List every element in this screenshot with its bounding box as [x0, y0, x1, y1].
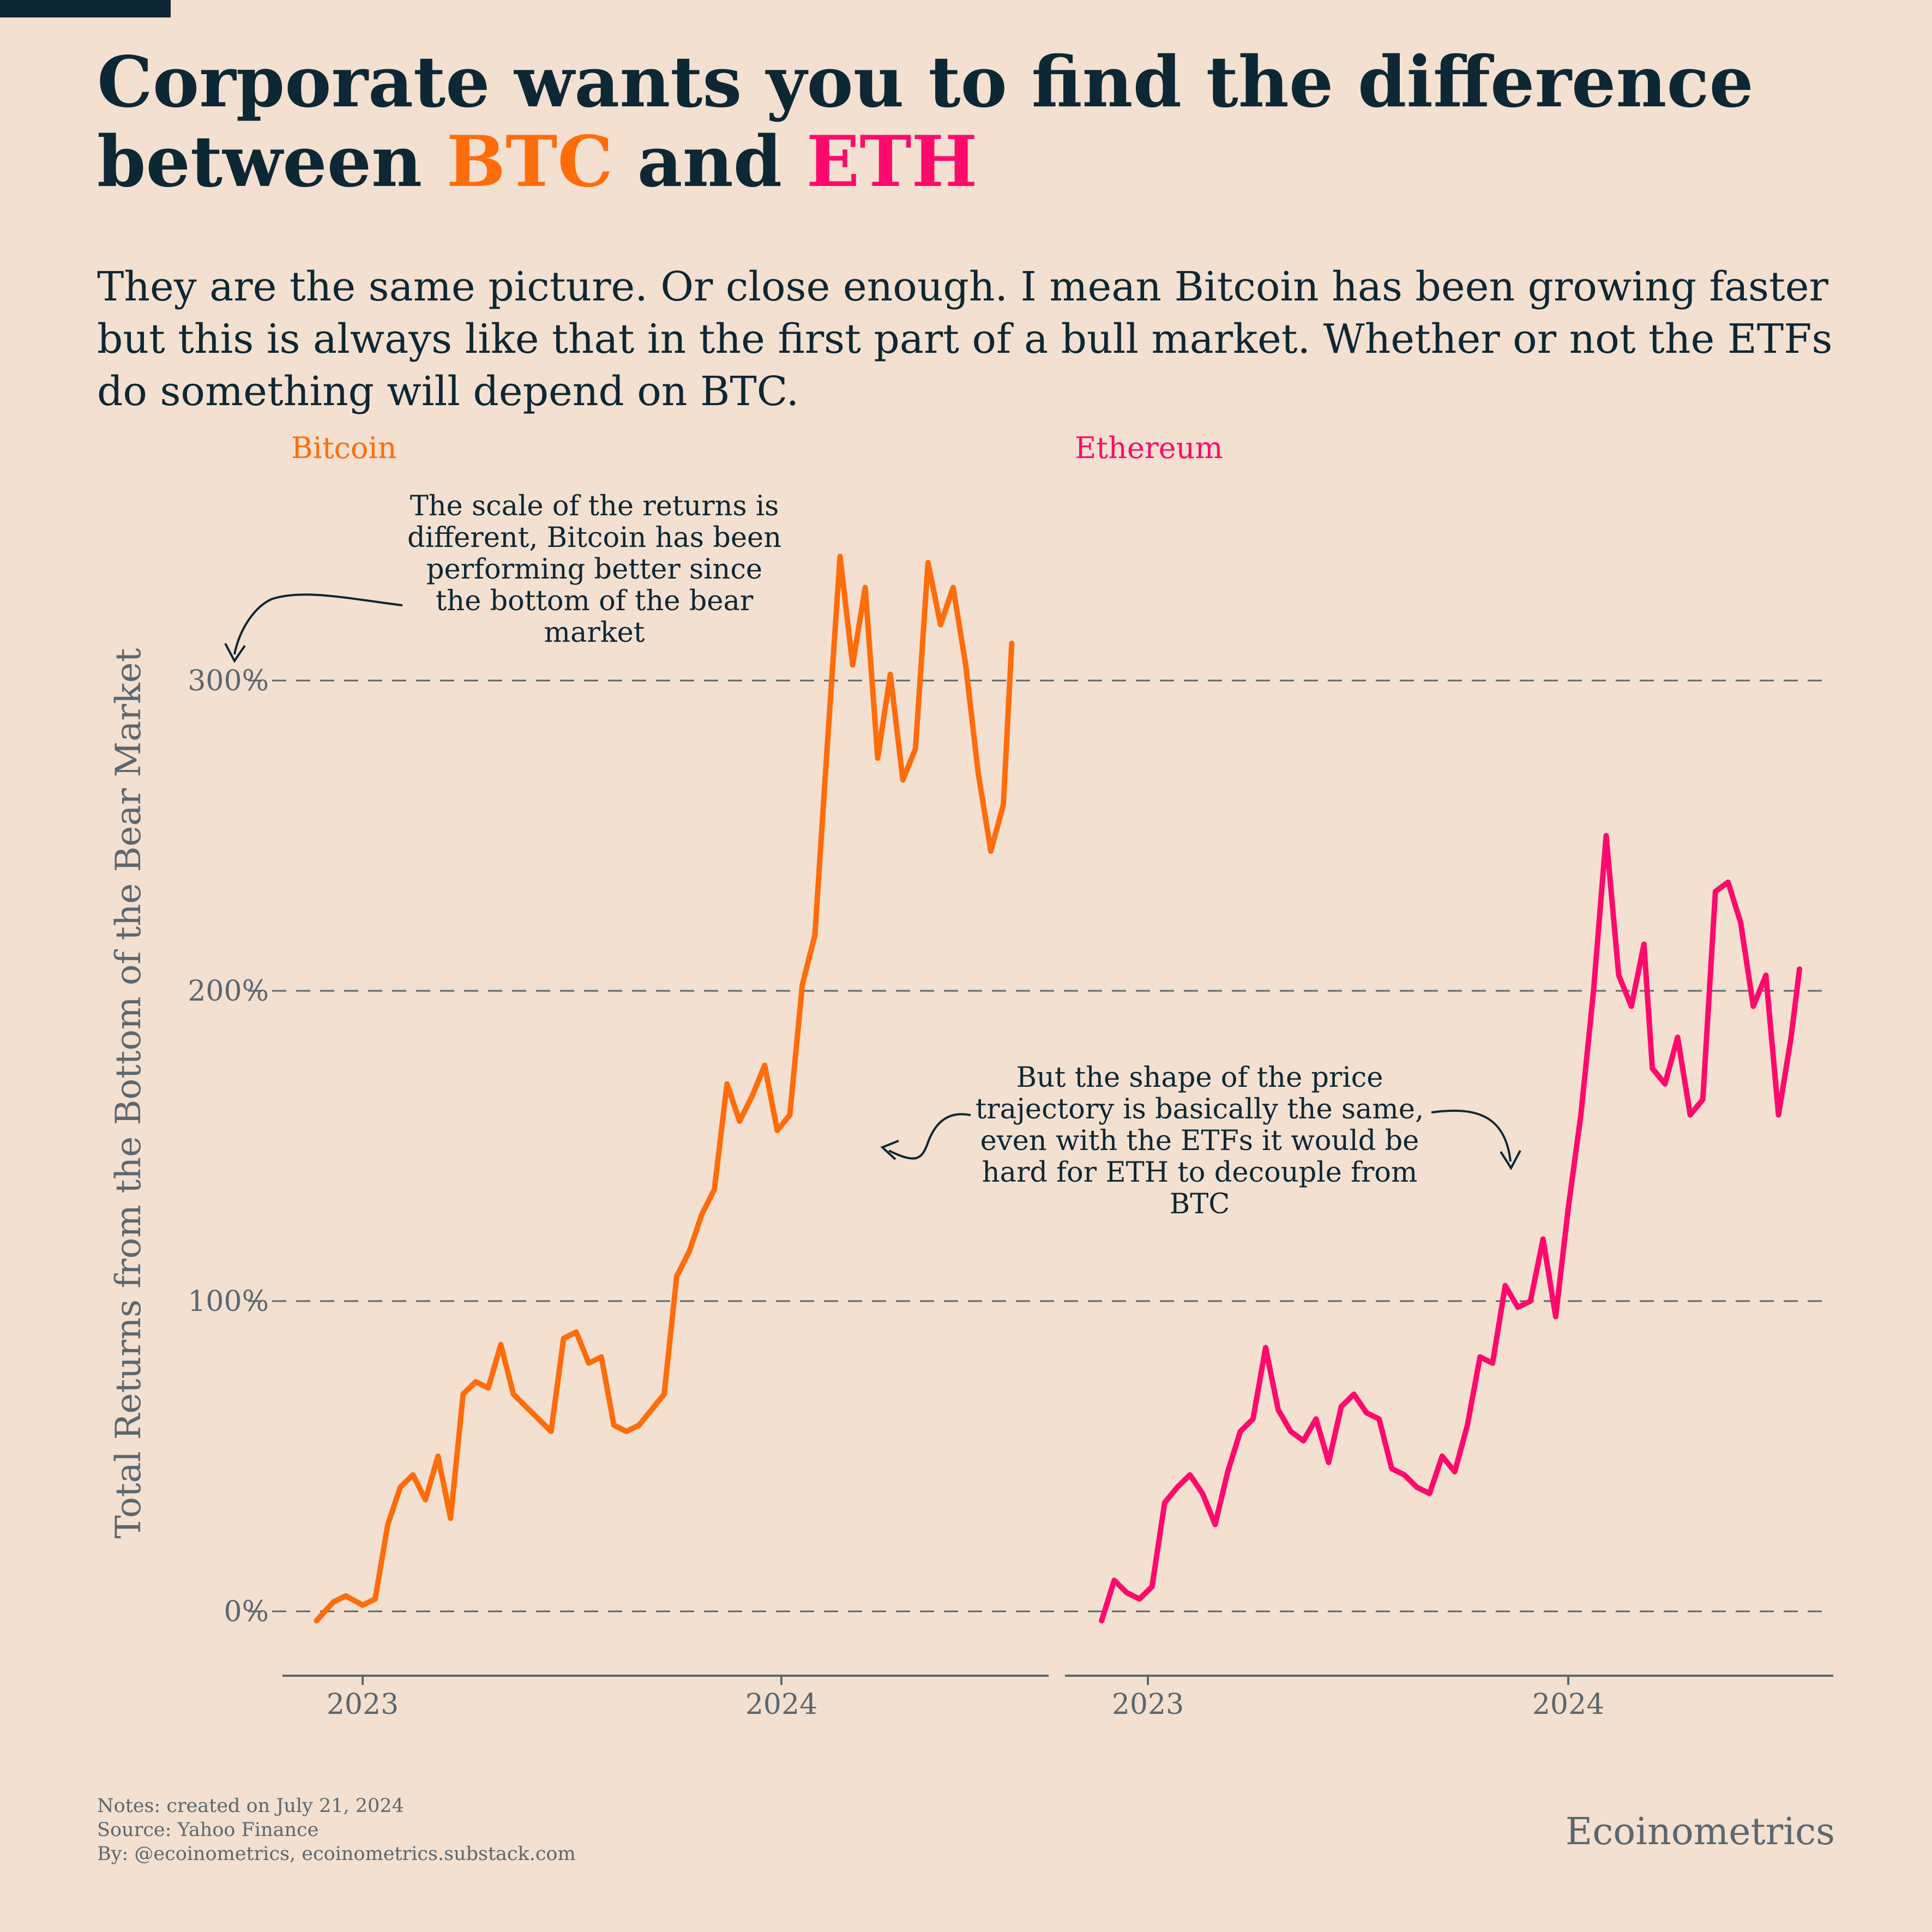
arrow-right-curve — [1431, 1109, 1512, 1162]
footer-source: Source: Yahoo Finance — [97, 1819, 319, 1841]
series-lines — [314, 553, 1802, 1624]
arrow-mid-curve — [888, 1113, 971, 1160]
footer-created: Notes: created on July 21, 2024 — [97, 1795, 404, 1817]
title-btc: BTC — [446, 121, 613, 203]
y-tick-label-300: 300% — [188, 665, 269, 697]
x-tick-label-ethereum-2024: 2024 — [1532, 1688, 1604, 1721]
footer-notes: Notes: created on July 21, 2024 Source: … — [97, 1794, 576, 1866]
panel-label-bitcoin: Bitcoin — [291, 431, 397, 465]
footer-by: By: @ecoinometrics, ecoinometrics.substa… — [97, 1843, 576, 1865]
chart-subtitle: They are the same picture. Or close enou… — [97, 263, 1833, 415]
series-line-bitcoin — [314, 553, 1015, 1624]
x-tick-label-bitcoin-2024: 2024 — [745, 1688, 817, 1721]
arrow-left-curve — [233, 593, 403, 655]
arrow-mid-head — [880, 1140, 899, 1160]
arrow-left-head — [224, 643, 246, 663]
x-tick-label-ethereum-2023: 2023 — [1112, 1688, 1184, 1721]
y-tick-labels: 0% 100% 200% 300% — [188, 665, 269, 1628]
panel-label-ethereum: Ethereum — [1075, 431, 1223, 465]
corner-accent-bar — [0, 0, 171, 17]
gridlines — [248, 679, 1829, 1612]
x-tick-label-bitcoin-2023: 2023 — [327, 1688, 399, 1721]
y-tick-label-100: 100% — [188, 1285, 269, 1318]
x-axes: 2023 2024 2023 2024 — [282, 1675, 1833, 1721]
title-line-2-start: between — [97, 121, 447, 203]
title-line-1: Corporate wants you to find the differen… — [97, 41, 1754, 123]
arrow-right-head — [1500, 1150, 1521, 1170]
y-tick-label-0: 0% — [224, 1596, 269, 1628]
title-and: and — [613, 121, 806, 203]
brand-logo-text: Ecoinometrics — [1565, 1810, 1835, 1853]
annotation-arrows — [224, 593, 1521, 1170]
annotation-left: The scale of the returns is different, B… — [407, 490, 782, 649]
series-line-ethereum — [1099, 833, 1802, 1624]
y-tick-label-200: 200% — [188, 975, 269, 1008]
chart-title: Corporate wants you to find the differen… — [97, 43, 1869, 202]
annotation-right: But the shape of the price trajectory is… — [975, 1062, 1424, 1220]
title-eth: ETH — [806, 121, 978, 203]
